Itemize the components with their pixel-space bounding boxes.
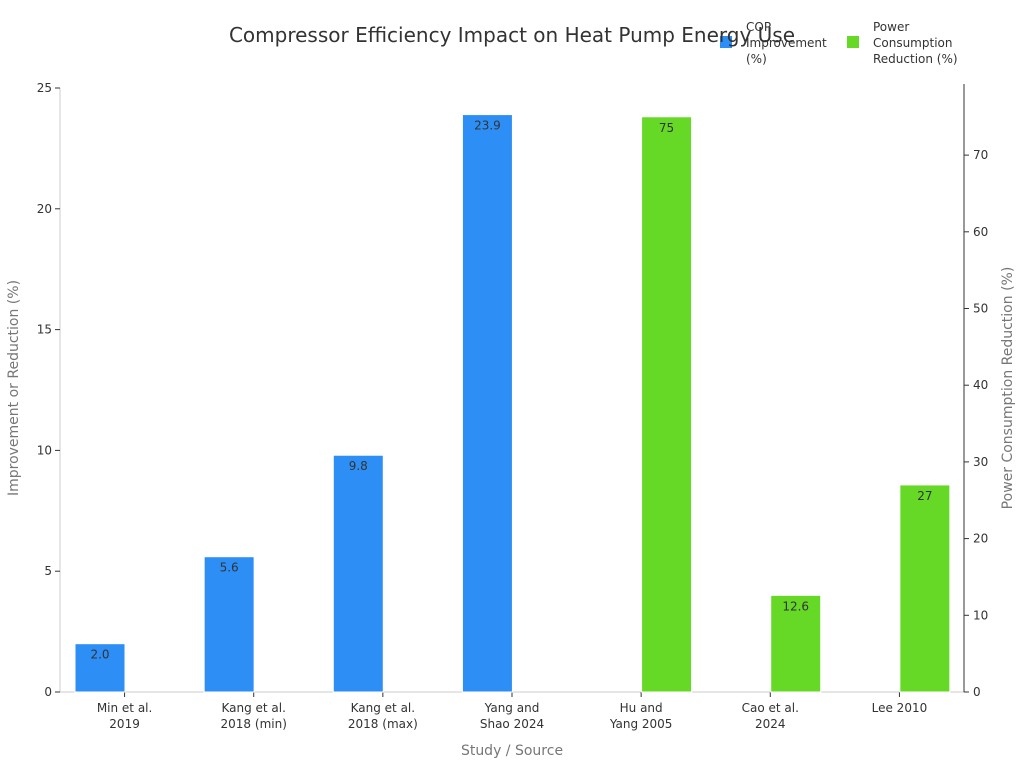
data-label: 27 bbox=[917, 489, 932, 503]
y2-tick-label: 50 bbox=[973, 302, 988, 316]
legend-label-line: COP bbox=[746, 20, 771, 34]
y-tick-label: 5 bbox=[44, 564, 52, 578]
bar-power-consumption-reduction bbox=[899, 484, 951, 693]
bar-cop-improvement bbox=[74, 643, 126, 693]
x-axis-label: Study / Source bbox=[461, 743, 563, 759]
legend: COP Improvement (%) Power Consumption Reducti… bbox=[720, 20, 958, 66]
legend-label: Power Consumption Reduction (%) bbox=[873, 20, 958, 66]
y-tick-label: 25 bbox=[37, 81, 52, 95]
legend-label-line: (%) bbox=[746, 52, 767, 66]
bars: 2.0 5.6 9.8 23.9 75 12.6 27 bbox=[74, 114, 951, 693]
data-label: 23.9 bbox=[474, 119, 501, 133]
y2-tick-label: 20 bbox=[973, 532, 988, 546]
data-label: 9.8 bbox=[349, 459, 368, 473]
bar-cop-improvement bbox=[203, 556, 255, 693]
y-axis-label: Improvement or Reduction (%) bbox=[6, 280, 22, 496]
x-tick-label: Lee 2010 bbox=[872, 701, 928, 715]
x-tick-label-line: Min et al. bbox=[97, 701, 153, 715]
data-label: 12.6 bbox=[782, 599, 809, 613]
x-tick-label: Yang and Shao 2024 bbox=[480, 701, 544, 731]
legend-label-line: Improvement bbox=[746, 36, 827, 50]
chart-title: Compressor Efficiency Impact on Heat Pum… bbox=[229, 23, 795, 47]
x-tick-label: Cao et al. 2024 bbox=[742, 701, 799, 731]
data-label: 5.6 bbox=[220, 561, 239, 575]
legend-label-line: Consumption bbox=[873, 36, 952, 50]
bar-cop-improvement bbox=[332, 454, 384, 693]
x-tick-label: Min et al. 2019 bbox=[97, 701, 153, 731]
axes: 0 5 10 15 20 25 0 10 20 30 40 50 60 70 Min et al. 2019 K… bbox=[37, 81, 989, 731]
x-tick-label: Hu and Yang 2005 bbox=[609, 701, 673, 731]
y-tick-label: 10 bbox=[37, 443, 52, 457]
data-label: 2.0 bbox=[90, 648, 109, 662]
y2-tick-label: 40 bbox=[973, 378, 988, 392]
y2-tick-label: 60 bbox=[973, 225, 988, 239]
y2-tick-label: 70 bbox=[973, 148, 988, 162]
legend-swatch bbox=[847, 36, 859, 48]
legend-swatch bbox=[720, 36, 732, 48]
bar-cop-improvement bbox=[461, 114, 513, 693]
x-tick-label-line: Hu and bbox=[620, 701, 663, 715]
x-tick-label-line: 2019 bbox=[109, 717, 140, 731]
legend-label-line: Reduction (%) bbox=[873, 52, 958, 66]
x-tick-label: Kang et al. 2018 (min) bbox=[221, 701, 287, 731]
x-tick-label-line: Cao et al. bbox=[742, 701, 799, 715]
x-tick-label-line: Kang et al. bbox=[351, 701, 415, 715]
legend-label: COP Improvement (%) bbox=[746, 20, 827, 66]
x-tick-label-line: Kang et al. bbox=[221, 701, 285, 715]
y2-tick-label: 10 bbox=[973, 608, 988, 622]
x-tick-label-line: Yang and bbox=[484, 701, 540, 715]
x-tick-label-line: 2018 (min) bbox=[221, 717, 287, 731]
x-tick-label-line: Lee 2010 bbox=[872, 701, 928, 715]
x-tick-label-line: Shao 2024 bbox=[480, 717, 544, 731]
x-tick-label: Kang et al. 2018 (max) bbox=[348, 701, 418, 731]
legend-label-line: Power bbox=[873, 20, 909, 34]
y2-tick-label: 0 bbox=[973, 685, 981, 699]
y2-tick-label: 30 bbox=[973, 455, 988, 469]
bar-power-consumption-reduction bbox=[641, 116, 693, 693]
y-tick-label: 15 bbox=[37, 323, 52, 337]
data-label: 75 bbox=[659, 121, 674, 135]
y-tick-label: 20 bbox=[37, 202, 52, 216]
x-tick-label-line: 2024 bbox=[755, 717, 786, 731]
y2-axis-label: Power Consumption Reduction (%) bbox=[1000, 267, 1016, 510]
y-tick-label: 0 bbox=[44, 685, 52, 699]
bar-power-consumption-reduction bbox=[770, 594, 822, 693]
x-tick-label-line: 2018 (max) bbox=[348, 717, 418, 731]
x-tick-label-line: Yang 2005 bbox=[609, 717, 673, 731]
